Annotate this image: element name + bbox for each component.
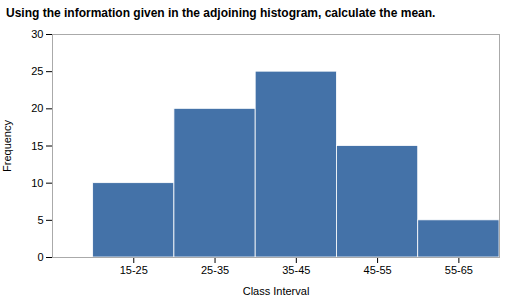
svg-text:35-45: 35-45 [282,265,310,277]
html-text:Using the information given in: Using the information given in the adjoi… [6,6,436,20]
svg-text:30: 30 [31,28,43,40]
svg-text:25: 25 [31,66,43,78]
svg-text:Frequency: Frequency [1,120,13,172]
svg-text:0: 0 [37,251,43,263]
svg-text:5: 5 [37,214,43,226]
svg-text:45-55: 45-55 [364,265,392,277]
svg-text:10: 10 [31,177,43,189]
svg-text:15: 15 [31,140,43,152]
svg-text:25-35: 25-35 [201,265,229,277]
svg-text:Class Interval: Class Interval [243,285,310,297]
svg-text:20: 20 [31,103,43,115]
svg-text:15-25: 15-25 [120,265,148,277]
svg-text:55-65: 55-65 [445,265,473,277]
